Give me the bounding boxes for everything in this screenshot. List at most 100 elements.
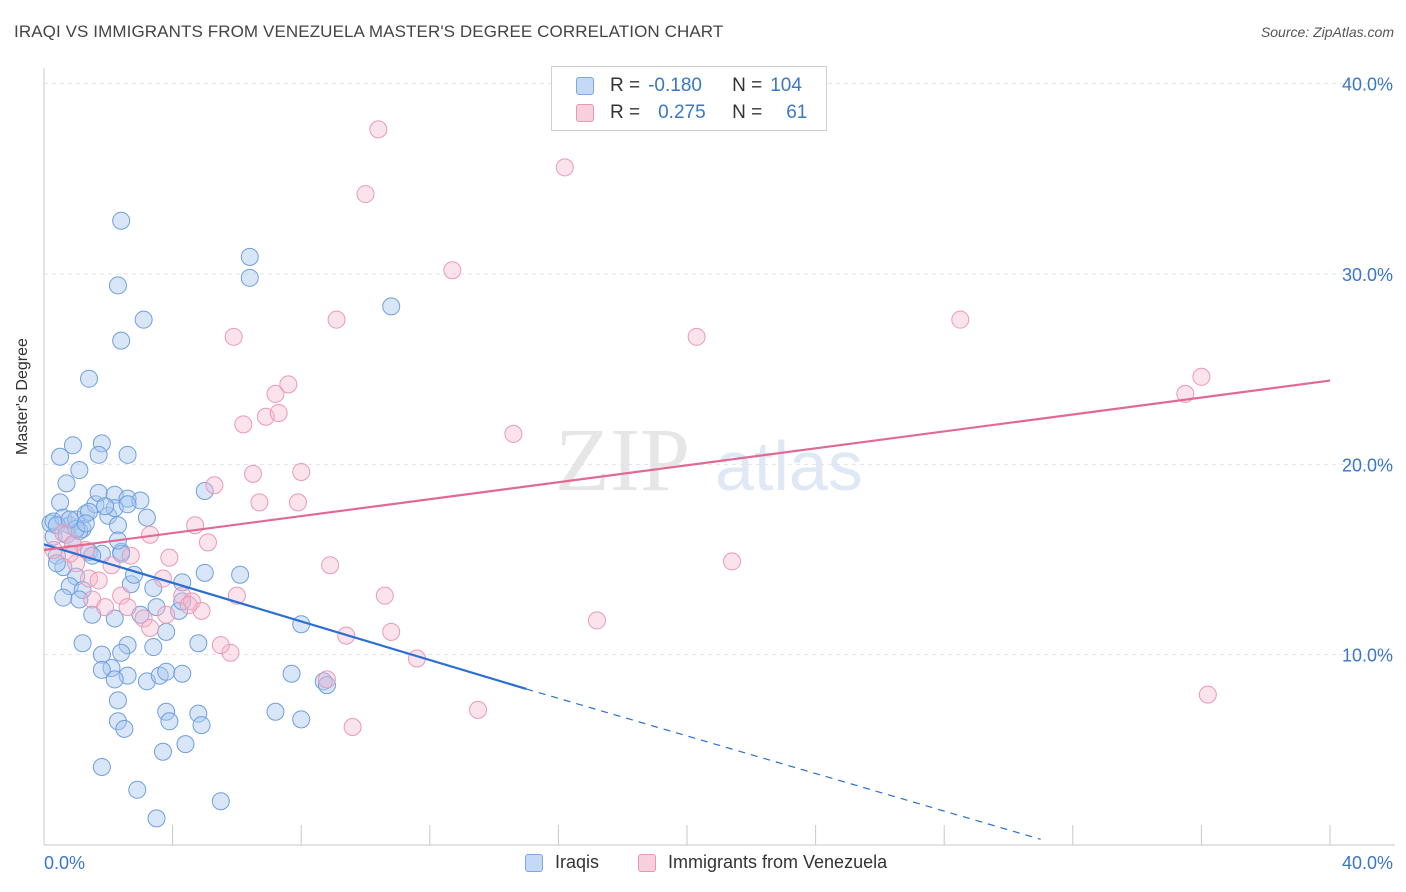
data-point-iraqis [99, 506, 118, 525]
legend-r-value: -0.180 [648, 75, 702, 96]
data-point-venezuela [198, 533, 217, 552]
series-iraqis [41, 211, 401, 828]
data-point-iraqis [137, 508, 156, 527]
data-point-iraqis [96, 497, 115, 516]
legend-n-value: 61 [786, 102, 808, 123]
watermark-zip: ZIP [555, 411, 690, 510]
data-point-venezuela [555, 158, 574, 177]
trend-lines [43, 379, 1331, 840]
y-tick-label: 40.0% [1342, 75, 1393, 95]
data-point-iraqis [47, 554, 66, 573]
data-point-venezuela [375, 586, 394, 605]
data-point-iraqis [118, 495, 137, 514]
series-legend-item-iraqis[interactable]: Iraqis [525, 852, 599, 873]
data-point-iraqis [112, 211, 131, 230]
data-point-venezuela [112, 586, 131, 605]
data-point-iraqis [73, 580, 92, 599]
data-point-iraqis [144, 579, 163, 598]
data-point-venezuela [89, 571, 108, 590]
data-point-venezuela [224, 327, 243, 346]
y-tick-label: 20.0% [1342, 455, 1393, 475]
trend-line-venezuela [43, 379, 1331, 552]
y-tick-label: 30.0% [1342, 265, 1393, 285]
data-point-iraqis [51, 447, 70, 466]
data-point-venezuela [250, 493, 269, 512]
chart-source: Source: ZipAtlas.com [1260, 24, 1394, 40]
data-point-venezuela [292, 462, 311, 481]
data-point-iraqis [70, 590, 89, 609]
data-point-iraqis [266, 702, 285, 721]
data-point-iraqis [192, 716, 211, 735]
data-point-venezuela [179, 596, 198, 615]
data-point-iraqis [112, 643, 131, 662]
data-point-iraqis [73, 520, 92, 539]
data-point-iraqis [92, 645, 111, 664]
legend-swatch-venezuela [576, 104, 594, 122]
data-point-venezuela [951, 310, 970, 329]
data-point-venezuela [118, 598, 137, 617]
data-point-iraqis [76, 504, 95, 523]
data-point-iraqis [80, 502, 99, 521]
series-legend: Iraqis Immigrants from Venezuela [0, 852, 1406, 878]
data-point-iraqis [105, 670, 124, 689]
data-point-iraqis [382, 297, 401, 316]
data-point-iraqis [80, 369, 99, 388]
data-point-venezuela [243, 464, 262, 483]
legend-r-value: 0.275 [658, 102, 706, 123]
data-point-iraqis [231, 565, 250, 584]
data-point-iraqis [153, 742, 172, 761]
legend-n-label: N = [732, 75, 763, 96]
watermark-atlas: atlas [715, 427, 863, 505]
data-point-venezuela [141, 619, 160, 638]
data-point-venezuela [1192, 367, 1211, 386]
data-point-venezuela [234, 415, 253, 434]
data-point-venezuela [221, 643, 240, 662]
data-point-iraqis [282, 664, 301, 683]
series-legend-item-venezuela[interactable]: Immigrants from Venezuela [638, 852, 887, 873]
data-point-venezuela [369, 120, 388, 139]
data-point-iraqis [189, 634, 208, 653]
data-point-iraqis [92, 757, 111, 776]
data-point-venezuela [1198, 685, 1217, 704]
data-point-iraqis [144, 638, 163, 657]
data-point-venezuela [687, 327, 706, 346]
data-point-venezuela [723, 552, 742, 571]
series-legend-label: Immigrants from Venezuela [668, 852, 888, 872]
data-point-iraqis [147, 809, 166, 828]
data-point-iraqis [160, 712, 179, 731]
data-point-iraqis [157, 702, 176, 721]
trend-line-iraqis [43, 543, 527, 690]
legend-swatch-venezuela [638, 853, 656, 872]
data-point-iraqis [89, 445, 108, 464]
data-point-venezuela [96, 598, 115, 617]
data-point-iraqis [195, 563, 214, 582]
legend-row-venezuela: R = 0.275 N = 61 [576, 101, 807, 125]
data-point-iraqis [173, 664, 192, 683]
data-point-iraqis [63, 436, 82, 455]
data-point-iraqis [76, 514, 95, 533]
series-legend-label: Iraqis [555, 852, 600, 872]
data-point-iraqis [108, 276, 127, 295]
data-point-iraqis [54, 588, 73, 607]
data-point-venezuela [327, 310, 346, 329]
data-point-iraqis [157, 662, 176, 681]
data-point-iraqis [147, 598, 166, 617]
trend-line-iraqis-extension [526, 688, 1041, 840]
data-point-iraqis [176, 735, 195, 754]
data-point-iraqis [108, 712, 127, 731]
chart-title: IRAQI VS IMMIGRANTS FROM VENEZUELA MASTE… [14, 22, 724, 41]
data-point-venezuela [504, 424, 523, 443]
data-point-venezuela [343, 717, 362, 736]
data-point-iraqis [108, 691, 127, 710]
data-point-iraqis [112, 331, 131, 350]
data-point-iraqis [211, 792, 230, 811]
y-tick-label: 10.0% [1342, 646, 1393, 666]
data-point-iraqis [240, 247, 259, 266]
legend-n-value: 104 [770, 75, 802, 96]
data-point-venezuela [173, 586, 192, 605]
data-point-venezuela [356, 185, 375, 204]
data-point-iraqis [240, 268, 259, 287]
tick-labels: 10.0% 20.0% 30.0% 40.0% 0.0% 40.0% [44, 75, 1393, 873]
data-point-iraqis [118, 445, 137, 464]
legend-r-label: R = [610, 102, 641, 123]
